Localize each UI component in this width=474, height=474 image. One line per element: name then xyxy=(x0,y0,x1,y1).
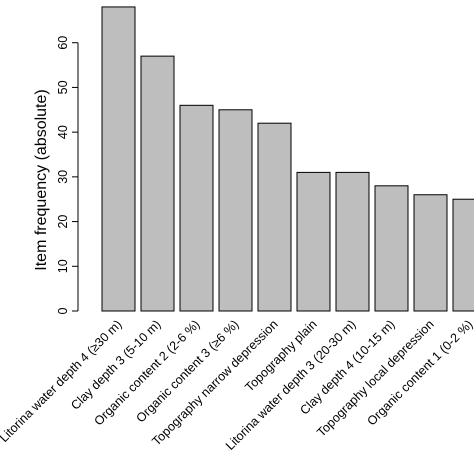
bar xyxy=(101,6,136,312)
y-tick-label: 60 xyxy=(56,36,70,50)
bar xyxy=(296,171,331,312)
bar xyxy=(140,55,175,312)
y-tick-label: 40 xyxy=(56,125,70,139)
y-tick-label: 30 xyxy=(56,170,70,184)
bar xyxy=(452,198,474,312)
y-tick-label: 0 xyxy=(56,307,70,314)
bar xyxy=(335,171,370,312)
y-tick-label: 50 xyxy=(56,80,70,94)
bar xyxy=(179,104,214,312)
y-tick-label: 20 xyxy=(56,215,70,229)
bar xyxy=(374,185,409,312)
bar xyxy=(413,194,448,312)
y-tick-label: 10 xyxy=(56,259,70,273)
y-axis-label: Item frequency (absolute) xyxy=(33,89,50,270)
bar xyxy=(218,109,253,312)
x-tick-label: Topography plain xyxy=(242,317,319,394)
bar xyxy=(257,122,292,312)
